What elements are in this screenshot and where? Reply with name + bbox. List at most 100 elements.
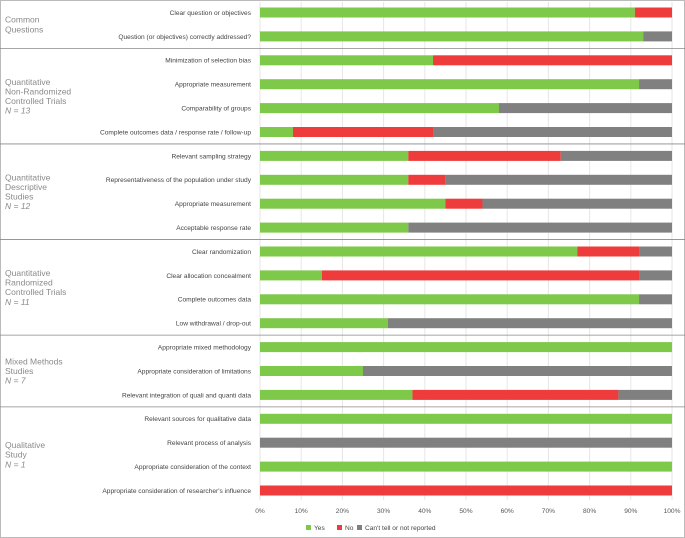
bar-cant (639, 246, 672, 257)
bar-no (577, 246, 640, 257)
row-label: Clear allocation concealment (166, 273, 251, 280)
group-label: Qualitative (5, 440, 45, 450)
bar-cant (498, 103, 672, 114)
group-label: Studies (5, 192, 33, 202)
legend-swatch (337, 525, 342, 530)
row-label: Relevant sampling strategy (171, 153, 251, 160)
legend-swatch (357, 525, 362, 530)
bar-no (260, 485, 672, 496)
legend-swatch (306, 525, 311, 530)
x-tick-label: 100% (664, 508, 681, 515)
bar-cant (363, 366, 672, 376)
bar-cant (445, 174, 672, 185)
bar-no (412, 389, 619, 400)
group-label: Mixed Methods (5, 356, 63, 366)
bar-cant (433, 127, 672, 137)
legend: Yes No Can't tell or not reported (306, 525, 436, 532)
bars (260, 7, 672, 496)
group-label: Randomized (5, 278, 53, 288)
row-label: Appropriate measurement (175, 82, 251, 89)
group-label: Quantitative (5, 172, 51, 182)
bar-yes (260, 127, 293, 137)
row-label: Appropriate consideration of the context (134, 464, 251, 471)
bar-cant (260, 437, 672, 448)
x-tick-label: 60% (501, 508, 514, 515)
bar-cant (643, 31, 672, 42)
bar-no (408, 174, 446, 185)
row-label: Complete outcomes data / response rate /… (100, 129, 251, 136)
row-label: Complete outcomes data (178, 297, 252, 304)
bar-cant (560, 150, 672, 161)
bar-yes (260, 294, 640, 305)
bar-yes (260, 31, 644, 42)
bar-no (321, 270, 640, 281)
group-n: N = 1 (5, 459, 26, 469)
bar-no (445, 198, 483, 209)
bar-yes (260, 246, 578, 257)
row-labels: Clear question or objectives Question (or… (100, 10, 252, 495)
row-label: Relevant process of analysis (167, 440, 252, 447)
bar-yes (260, 413, 672, 424)
group-label: Studies (5, 366, 33, 376)
row-label: Relevant sources for qualitative data (144, 416, 251, 423)
group-label: Non-Randomized (5, 86, 71, 96)
group-label: Quantitative (5, 77, 51, 87)
bar-yes (260, 79, 640, 90)
row-label: Relevant integration of quali and quanti… (122, 392, 251, 399)
row-label: Appropriate consideration of limitations (137, 368, 251, 375)
row-label: Acceptable response rate (176, 225, 251, 232)
bar-yes (260, 7, 635, 18)
row-label: Clear question or objectives (170, 10, 252, 17)
row-label: Question (or objectives) correctly addre… (118, 34, 251, 41)
bar-cant (387, 318, 672, 329)
bar-no (292, 127, 434, 137)
row-label: Comparability of groups (181, 106, 251, 113)
bar-yes (260, 366, 363, 376)
group-label: Questions (5, 24, 43, 34)
group-n: N = 12 (5, 201, 31, 211)
row-label: Low withdrawal / drop-out (176, 321, 251, 328)
bar-yes (260, 318, 388, 329)
row-label: Clear randomization (192, 249, 251, 256)
bar-yes (260, 55, 434, 66)
bar-yes (260, 150, 409, 161)
bar-cant (482, 198, 672, 209)
x-tick-label: 50% (459, 508, 472, 515)
x-tick-label: 40% (418, 508, 431, 515)
group-label: Controlled Trials (5, 287, 66, 297)
bar-yes (260, 342, 672, 353)
bar-yes (260, 461, 672, 472)
x-tick-label: 90% (624, 508, 637, 515)
bar-no (433, 55, 672, 66)
row-label: Appropriate measurement (175, 201, 251, 208)
row-label: Representativeness of the population und… (106, 177, 252, 184)
x-tick-label: 70% (542, 508, 555, 515)
bar-yes (260, 389, 413, 400)
x-tick-label: 80% (583, 508, 596, 515)
bar-yes (260, 270, 322, 281)
row-label: Appropriate consideration of researcher'… (102, 488, 251, 495)
bar-yes (260, 198, 446, 209)
bar-yes (260, 103, 499, 114)
row-label: Appropriate mixed methodology (158, 345, 252, 352)
group-separators (0, 47, 685, 408)
group-n: N = 7 (5, 376, 26, 386)
x-tick-label: 30% (377, 508, 390, 515)
x-tick-label: 20% (336, 508, 349, 515)
group-n: N = 11 (5, 297, 30, 307)
bar-cant (618, 389, 672, 400)
x-tick-label: 10% (295, 508, 308, 515)
bar-no (634, 7, 672, 18)
group-label: Descriptive (5, 182, 47, 192)
group-label: Study (5, 450, 27, 460)
group-n: N = 13 (5, 106, 31, 116)
bar-yes (260, 222, 409, 233)
bar-cant (639, 294, 672, 305)
legend-entry: No (345, 525, 354, 532)
bar-cant (408, 222, 672, 233)
row-label: Minimization of selection bias (165, 58, 251, 65)
group-label: Controlled Trials (5, 96, 66, 106)
x-axis: 0% 10% 20% 30% 40% 50% 60% 70% 80% 90% 100% (255, 508, 680, 515)
group-label: Common (5, 15, 40, 25)
